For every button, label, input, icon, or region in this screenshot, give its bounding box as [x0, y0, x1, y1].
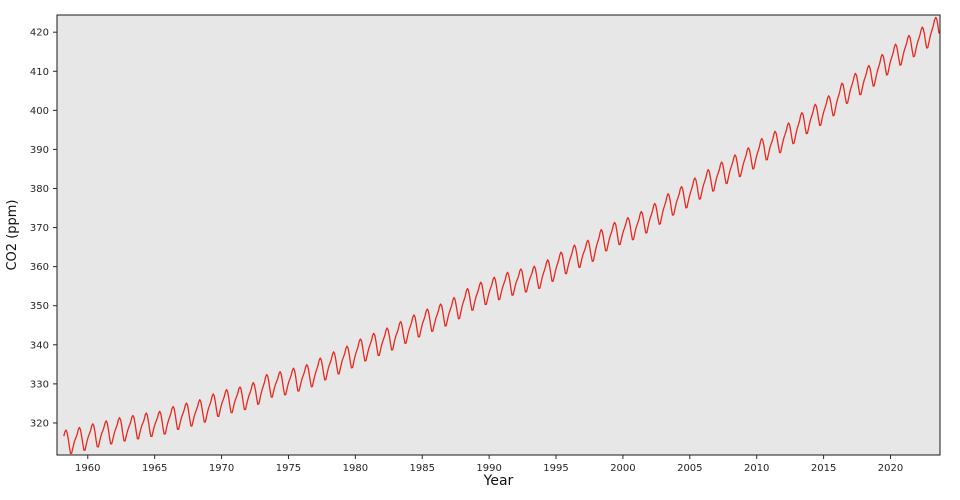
y-tick-label: 390	[30, 145, 49, 156]
x-tick-label: 1980	[343, 463, 368, 474]
co2-series-line	[63, 16, 940, 455]
y-tick-label: 330	[30, 379, 49, 390]
x-tick-label: 2010	[744, 463, 769, 474]
y-tick-label: 380	[30, 184, 49, 195]
y-tick-label: 340	[30, 340, 49, 351]
y-tick-label: 350	[30, 301, 49, 312]
y-tick-label: 370	[30, 223, 49, 234]
x-tick-label: 1960	[75, 463, 100, 474]
x-tick-label: 2020	[878, 463, 903, 474]
plot-border	[56, 14, 941, 456]
y-tick-label: 320	[30, 418, 49, 429]
y-tick-label: 410	[30, 67, 49, 78]
x-tick-label: 1970	[209, 463, 234, 474]
x-tick-label: 2005	[677, 463, 702, 474]
x-tick-label: 1965	[142, 463, 167, 474]
x-tick-label: 2000	[610, 463, 635, 474]
y-axis-label: CO2 (ppm)	[5, 199, 20, 271]
plot-area	[57, 15, 940, 455]
x-tick-label: 1990	[476, 463, 501, 474]
x-tick-label: 1995	[543, 463, 568, 474]
y-tick-label: 420	[30, 28, 49, 39]
x-axis-label: Year	[483, 473, 514, 489]
x-tick-label: 1985	[410, 463, 435, 474]
y-tick-label: 400	[30, 106, 49, 117]
y-tick-label: 360	[30, 262, 49, 273]
x-tick-label: 1975	[276, 463, 301, 474]
x-tick-label: 2015	[811, 463, 836, 474]
